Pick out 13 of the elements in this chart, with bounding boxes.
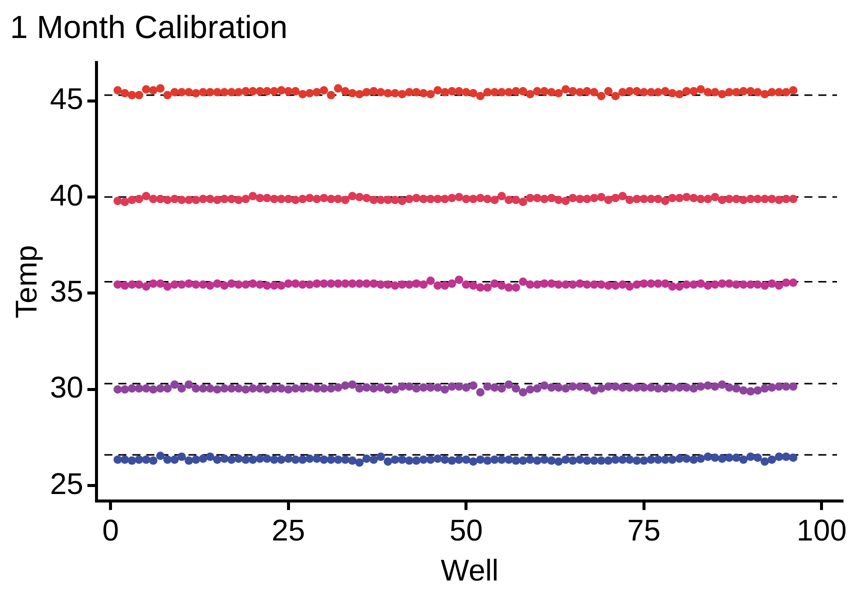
x-tick-label: 0 — [102, 514, 119, 548]
x-tick-label: 100 — [796, 514, 847, 548]
x-tick-label: 25 — [272, 514, 306, 548]
y-tick-label: 25 — [50, 468, 84, 501]
chart-title: 1 Month Calibration — [10, 9, 288, 46]
y-axis-title: Temp — [10, 245, 44, 318]
x-tick-label: 50 — [449, 514, 483, 548]
y-tick-label: 30 — [50, 372, 84, 405]
y-tick-label: 45 — [50, 83, 84, 116]
x-axis-title: Well — [440, 554, 499, 588]
x-tick-label: 75 — [627, 514, 661, 548]
y-tick-label: 40 — [50, 179, 84, 212]
y-tick-label: 35 — [50, 276, 84, 309]
